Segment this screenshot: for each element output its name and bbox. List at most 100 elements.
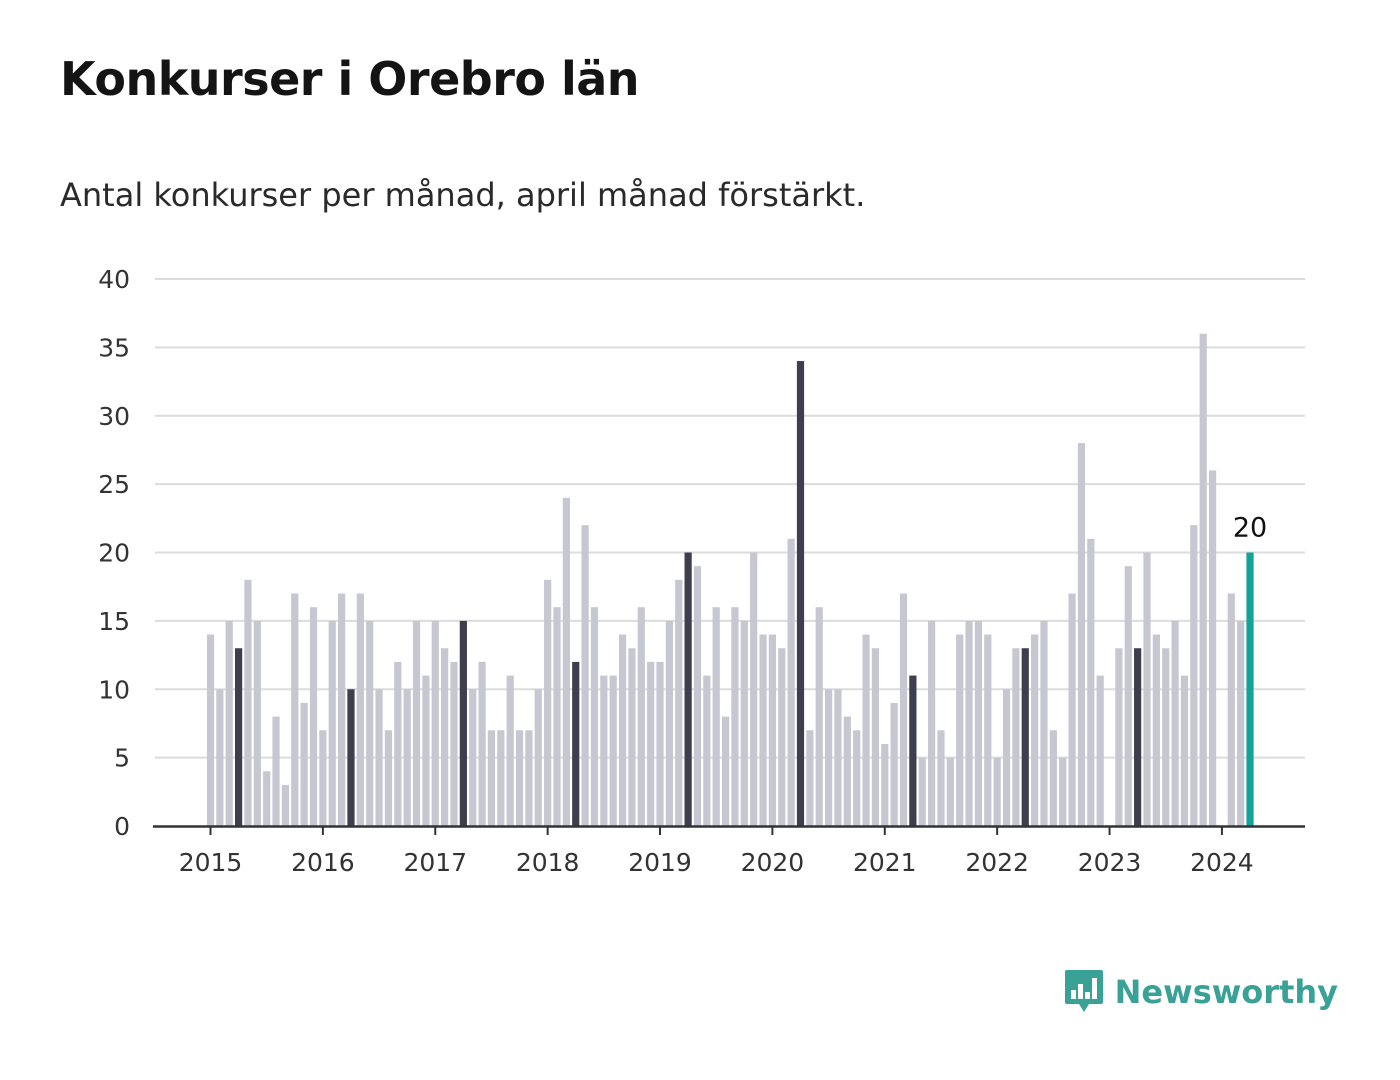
x-tick-label: 2016 <box>291 848 355 877</box>
bar <box>1124 566 1132 826</box>
bar <box>309 607 318 826</box>
bar <box>1031 634 1039 826</box>
bar <box>263 771 271 826</box>
bar <box>768 634 776 826</box>
bar <box>1199 333 1207 826</box>
bar <box>843 716 851 826</box>
bar <box>628 648 636 826</box>
bars <box>206 333 1254 826</box>
bar <box>1087 538 1095 826</box>
bar <box>665 620 673 826</box>
bar-april <box>909 675 917 826</box>
bar <box>497 730 505 826</box>
x-tick-label: 2019 <box>628 848 692 877</box>
bar <box>600 675 608 826</box>
bar <box>525 730 533 826</box>
bar <box>1040 620 1048 826</box>
bar <box>534 689 542 826</box>
latest-value-label: 20 <box>1233 513 1267 544</box>
bar <box>1115 648 1123 826</box>
bar <box>750 552 758 826</box>
bar-april <box>347 689 355 826</box>
brand-name: Newsworthy <box>1114 973 1338 1011</box>
bar <box>206 634 215 826</box>
bar <box>862 634 870 826</box>
bar <box>291 593 299 826</box>
bar <box>853 730 861 826</box>
bar <box>478 661 486 826</box>
bar <box>244 579 252 826</box>
y-tick-label: 5 <box>114 744 130 773</box>
bar <box>1077 443 1086 826</box>
x-tick-label: 2021 <box>853 848 917 877</box>
bar-april <box>1021 648 1029 826</box>
bar <box>272 716 280 826</box>
bar <box>871 648 880 826</box>
bar <box>965 620 973 826</box>
bar <box>338 593 346 826</box>
x-tick-label: 2022 <box>965 848 1029 877</box>
x-axis-ticks: 2015 2016 2017 2018 2019 2020 2021 2022 2023 2024 <box>179 826 1254 877</box>
bar <box>562 497 570 826</box>
bar <box>1171 620 1179 826</box>
y-tick-label: 40 <box>98 265 130 294</box>
bar <box>1227 593 1235 826</box>
bar <box>1002 689 1011 826</box>
bar <box>956 634 964 826</box>
bar <box>375 689 383 826</box>
bar <box>384 730 393 826</box>
y-tick-label: 20 <box>98 539 130 568</box>
bar <box>216 689 224 826</box>
bar <box>1162 648 1170 826</box>
bar <box>366 620 374 826</box>
bar <box>712 607 720 826</box>
bar <box>1012 648 1020 826</box>
bar <box>815 607 823 826</box>
bar <box>937 730 945 826</box>
bar-april <box>234 648 243 826</box>
x-tick-label: 2023 <box>1078 848 1142 877</box>
bar <box>590 607 599 826</box>
bar <box>553 607 561 826</box>
bar <box>740 620 748 826</box>
bar <box>609 675 617 826</box>
grid-lines <box>155 278 1305 759</box>
bar <box>731 607 739 826</box>
x-tick-label: 2024 <box>1190 848 1254 877</box>
bar <box>721 716 730 826</box>
bar <box>506 675 514 826</box>
bar <box>319 730 327 826</box>
bar <box>394 661 402 826</box>
bar <box>253 620 261 826</box>
bar <box>1059 757 1067 826</box>
bar <box>328 620 336 826</box>
bar <box>1096 675 1104 826</box>
x-tick-label: 2017 <box>403 848 467 877</box>
bar <box>1049 730 1057 826</box>
bar <box>918 757 926 826</box>
bar <box>581 525 589 826</box>
bar <box>974 620 983 826</box>
bar <box>441 648 449 826</box>
bar <box>899 593 908 826</box>
bar <box>1152 634 1160 826</box>
bar <box>300 702 308 826</box>
y-tick-label: 30 <box>98 402 130 431</box>
bar <box>759 634 767 826</box>
bar-april <box>796 361 805 826</box>
y-tick-label: 10 <box>98 675 130 704</box>
x-tick-label: 2015 <box>179 848 243 877</box>
bar-april <box>459 620 467 826</box>
y-tick-label: 15 <box>98 607 130 636</box>
bar <box>1190 525 1198 826</box>
bar <box>834 689 842 826</box>
bar <box>637 607 645 826</box>
bar <box>946 757 954 826</box>
bar <box>1068 593 1076 826</box>
bar <box>225 620 233 826</box>
bar <box>703 675 711 826</box>
bar <box>693 566 702 826</box>
bar <box>515 730 524 826</box>
bar <box>787 538 795 826</box>
x-tick-label: 2018 <box>516 848 580 877</box>
